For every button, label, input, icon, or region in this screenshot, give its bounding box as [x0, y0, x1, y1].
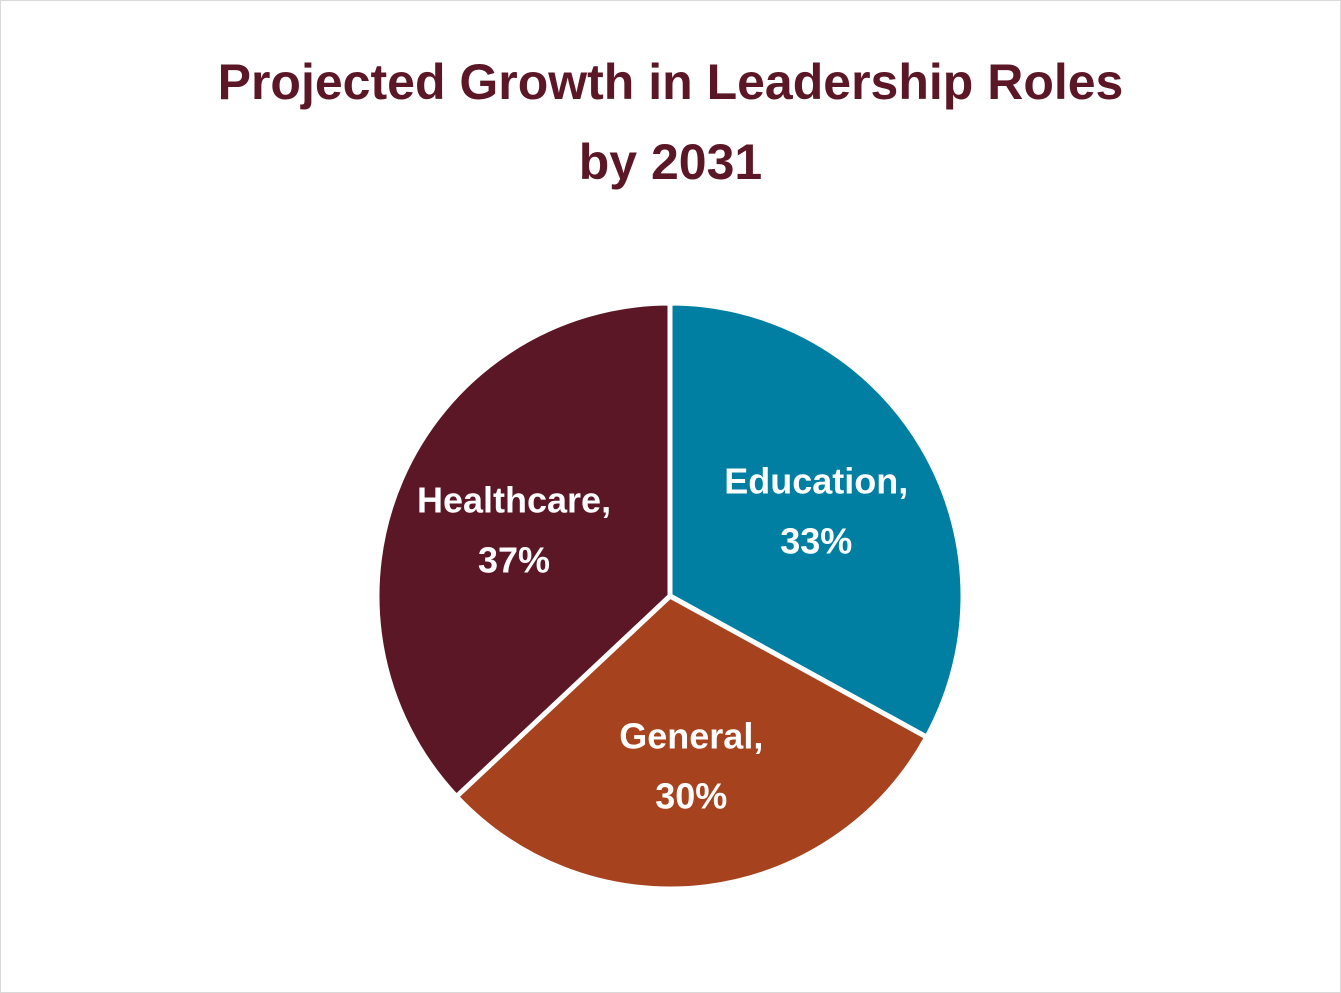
- pie-label-category: Healthcare,: [417, 480, 611, 521]
- pie-label-category: General,: [619, 716, 763, 757]
- pie-label-value: 37%: [478, 540, 550, 581]
- pie-slice-general: [453, 593, 930, 892]
- chart-title: Projected Growth in Leadership Roles by …: [0, 42, 1341, 202]
- chart-title-line-1: Projected Growth in Leadership Roles: [217, 54, 1124, 110]
- pie-label-general: General, 30%: [619, 716, 763, 817]
- pie-label-healthcare: Healthcare, 37%: [417, 480, 611, 581]
- pie-labels: Education, 33% General, 30% Healthcare, 37%: [417, 460, 908, 816]
- pie-label-education: Education, 33%: [724, 460, 908, 561]
- pie-slices: [374, 300, 966, 892]
- pie-slice-education: [667, 300, 966, 740]
- pie-label-category: Education,: [724, 460, 908, 501]
- pie-label-value: 33%: [780, 520, 852, 561]
- pie-label-value: 30%: [655, 776, 727, 817]
- chart-title-line-2: by 2031: [578, 134, 763, 190]
- pie-slice-healthcare: [374, 300, 673, 800]
